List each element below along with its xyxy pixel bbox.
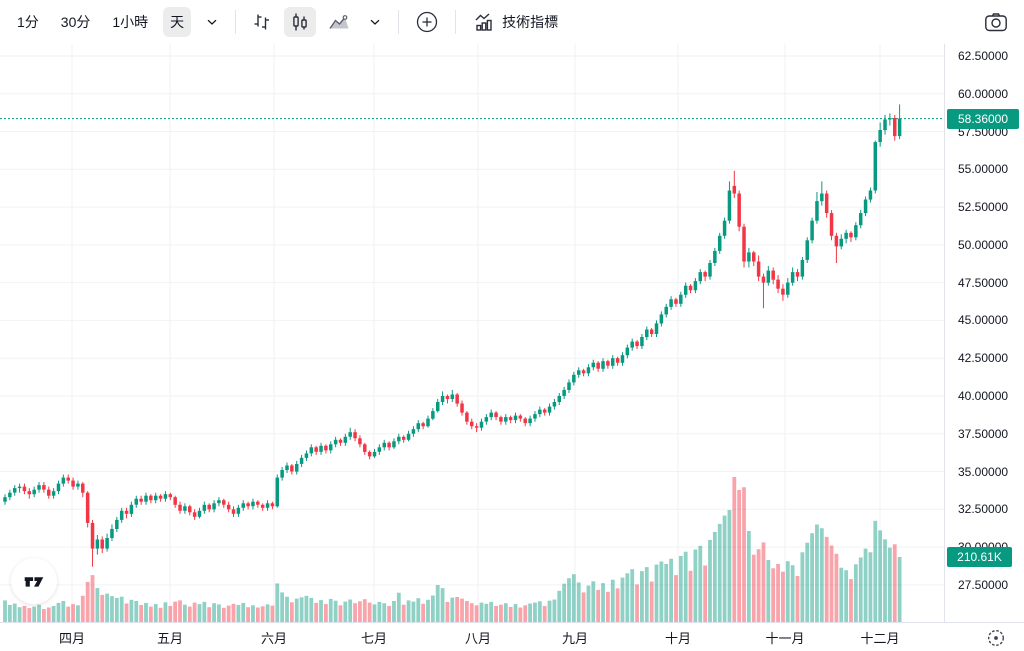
price-axis-label: 40.00000 — [958, 388, 1009, 403]
price-axis-label: 42.50000 — [958, 351, 1009, 366]
time-axis-label: 十二月 — [860, 631, 900, 646]
style-menu-button[interactable] — [362, 7, 388, 37]
price-axis-label: 45.00000 — [958, 313, 1009, 328]
chart-canvas[interactable] — [0, 44, 944, 622]
time-axis-label: 十一月 — [765, 631, 805, 646]
area-style-icon — [327, 11, 351, 33]
area-style-button[interactable] — [322, 7, 356, 37]
chevron-down-icon — [367, 14, 383, 30]
interval-menu-button[interactable] — [199, 7, 225, 37]
price-axis-label: 32.50000 — [958, 502, 1009, 517]
toolbar-separator — [398, 10, 400, 34]
candles-style-button[interactable] — [284, 7, 317, 37]
bars-style-icon — [251, 11, 273, 33]
price-axis-label: 55.00000 — [958, 162, 1009, 177]
time-axis-label: 六月 — [260, 631, 288, 646]
bars-style-button[interactable] — [246, 7, 278, 37]
toolbar-separator — [235, 10, 237, 34]
time-axis-label: 七月 — [360, 631, 388, 646]
price-axis-label: 35.00000 — [958, 464, 1009, 479]
time-axis-label: 九月 — [561, 631, 589, 646]
price-axis-label: 60.00000 — [958, 86, 1009, 101]
interval-1hour-button[interactable]: 1小時 — [105, 7, 155, 37]
time-axis-label: 八月 — [464, 631, 492, 646]
interval-30min-button[interactable]: 30分 — [54, 7, 98, 37]
candlestick-chart — [0, 44, 944, 622]
indicators-icon — [473, 11, 495, 33]
price-axis-label: 27.50000 — [958, 577, 1009, 592]
tradingview-logo-glyph — [24, 577, 44, 587]
chart-style-group — [246, 7, 388, 37]
tradingview-logo[interactable] — [11, 558, 57, 604]
last-price-badge: 58.36000 — [947, 108, 1019, 129]
time-axis-label: 十月 — [664, 631, 692, 646]
indicators-label: 技術指標 — [502, 14, 559, 30]
screenshot-button[interactable] — [978, 7, 1014, 37]
interval-1day-button[interactable]: 天 — [163, 7, 192, 37]
compare-add-button[interactable] — [409, 7, 445, 37]
gear-icon — [985, 627, 1007, 649]
candles-style-icon — [289, 11, 311, 33]
price-axis-label: 62.50000 — [958, 49, 1009, 63]
interval-group: 1分 30分 1小時 天 — [10, 7, 225, 37]
interval-1min-button[interactable]: 1分 — [10, 7, 46, 37]
toolbar: 1分 30分 1小時 天 — [0, 0, 1024, 44]
toolbar-separator — [455, 10, 457, 34]
price-axis-label: 50.00000 — [958, 237, 1009, 252]
indicators-button[interactable]: 技術指標 — [466, 7, 565, 37]
time-axis[interactable]: 四月 五月 六月 七月 八月 九月 十月 十一月 十二月 — [0, 622, 1024, 651]
price-axis-label: 37.50000 — [958, 426, 1009, 441]
price-axis[interactable]: 58.36000 210.61K 62.50000 60.00000 57.5000… — [944, 44, 1024, 622]
last-volume-badge: 210.61K — [947, 547, 1012, 568]
time-axis-label: 五月 — [156, 631, 184, 646]
price-axis-label: 47.50000 — [958, 275, 1009, 290]
plus-circle-icon — [414, 9, 440, 35]
price-axis-label: 52.50000 — [958, 200, 1009, 215]
time-axis-label: 四月 — [58, 631, 86, 646]
timezone-settings-button[interactable] — [984, 626, 1008, 650]
chevron-down-icon — [204, 14, 220, 30]
camera-icon — [983, 10, 1009, 34]
